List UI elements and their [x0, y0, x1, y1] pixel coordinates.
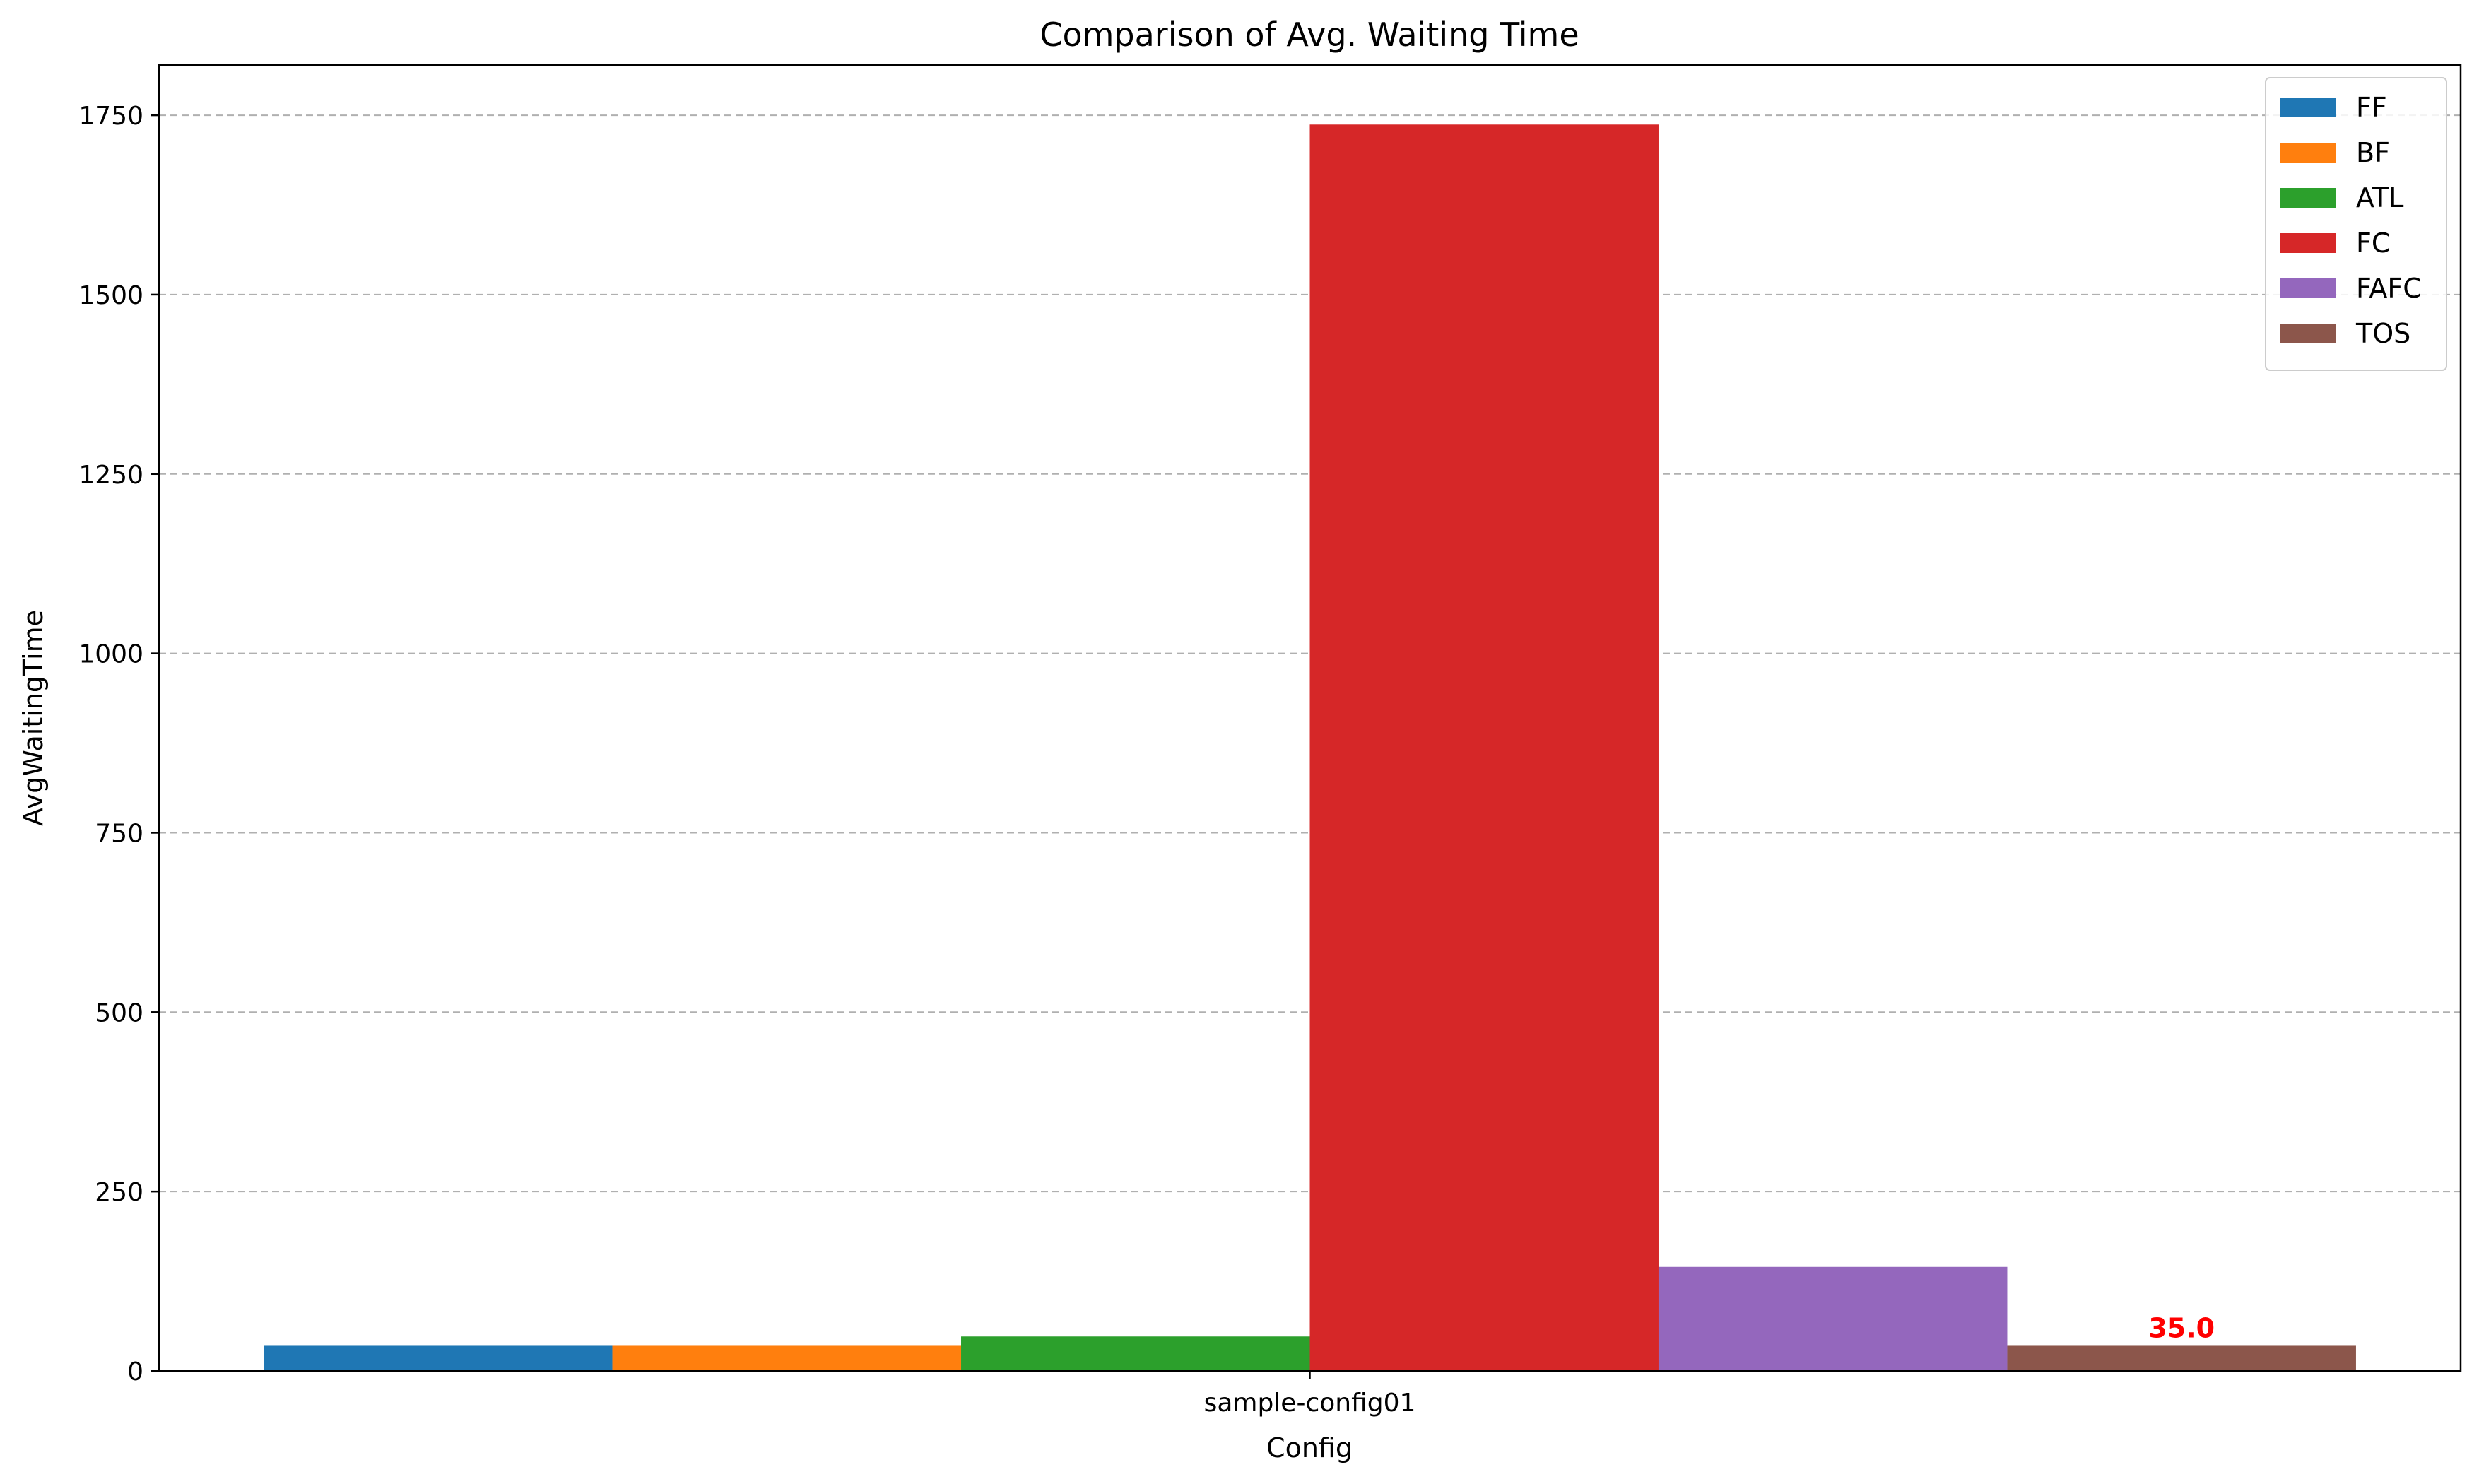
y-axis: 0 250 500 750 1000 1250 1500 1750	[78, 102, 159, 1386]
y-axis-label: AvgWaitingTime	[18, 610, 49, 826]
x-axis-label: Config	[1266, 1432, 1353, 1464]
data-labels: 35.0	[2148, 1312, 2215, 1343]
legend-label-atl: ATL	[2356, 182, 2403, 213]
legend-swatch-bf	[2280, 143, 2336, 163]
bar-fc	[1309, 124, 1659, 1372]
legend-label-ff: FF	[2356, 92, 2387, 123]
bar-tos	[2007, 1345, 2356, 1371]
legend-swatch-tos	[2280, 324, 2336, 343]
bar-ff	[264, 1345, 613, 1371]
legend-label-fafc: FAFC	[2356, 273, 2422, 304]
y-tick-label: 0	[127, 1358, 143, 1386]
legend-label-bf: BF	[2356, 137, 2390, 168]
legend-swatch-atl	[2280, 188, 2336, 208]
y-tick-label: 750	[95, 819, 143, 848]
x-tick-label: sample-config01	[1204, 1389, 1416, 1418]
data-label-tos: 35.0	[2148, 1312, 2215, 1343]
legend-label-tos: TOS	[2355, 318, 2410, 349]
legend-label-fc: FC	[2356, 228, 2390, 259]
y-tick-label: 250	[95, 1178, 143, 1207]
y-tick-label: 1750	[78, 102, 143, 131]
x-axis: sample-config01	[1204, 1371, 1416, 1418]
legend: FF BF ATL FC FAFC TOS	[2265, 77, 2447, 371]
y-tick-label: 1250	[78, 461, 143, 490]
y-tick-label: 500	[95, 999, 143, 1027]
legend-swatch-fc	[2280, 233, 2336, 253]
bar-bf	[612, 1345, 962, 1371]
bars	[264, 124, 2356, 1372]
y-tick-label: 1500	[78, 281, 143, 310]
bar-fafc	[1658, 1266, 2008, 1371]
chart-title: Comparison of Avg. Waiting Time	[1040, 16, 1579, 54]
y-tick-label: 1000	[78, 640, 143, 669]
bar-atl	[961, 1336, 1310, 1371]
legend-swatch-fafc	[2280, 278, 2336, 298]
legend-swatch-ff	[2280, 98, 2336, 117]
